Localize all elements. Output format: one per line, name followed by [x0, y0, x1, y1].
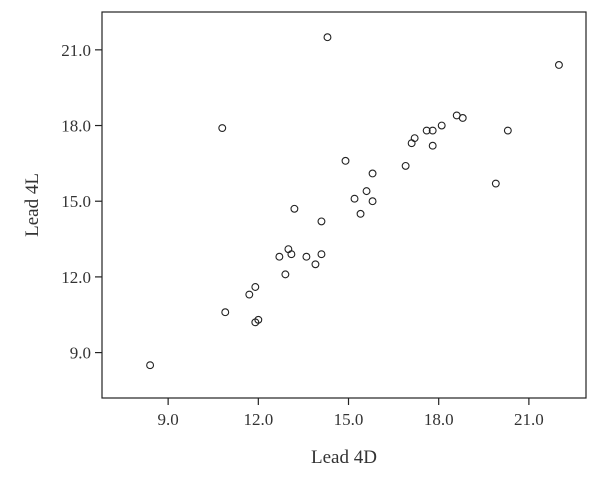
- y-tick-label: 12.0: [61, 268, 91, 287]
- x-tick-label: 9.0: [158, 410, 179, 429]
- data-point: [311, 260, 320, 269]
- x-tick-label: 12.0: [243, 410, 273, 429]
- data-point: [410, 134, 419, 143]
- data-point: [317, 250, 326, 259]
- data-point: [554, 61, 563, 69]
- data-point: [251, 283, 260, 291]
- data-point: [350, 194, 359, 203]
- x-tick-label: 15.0: [334, 410, 364, 429]
- data-point: [341, 156, 350, 165]
- data-point: [491, 179, 500, 188]
- data-point: [146, 361, 155, 370]
- data-point: [221, 308, 230, 317]
- y-axis-label: Lead 4L: [22, 173, 43, 237]
- data-point: [428, 141, 437, 150]
- data-point: [368, 197, 377, 206]
- data-point: [422, 126, 431, 135]
- data-point: [362, 187, 371, 196]
- plot-frame: [101, 11, 587, 399]
- data-point: [281, 270, 290, 279]
- y-tick-label: 21.0: [61, 41, 91, 60]
- data-point: [245, 290, 254, 299]
- data-point: [323, 33, 332, 42]
- x-tick-label: 18.0: [424, 410, 454, 429]
- y-tick-label: 15.0: [61, 192, 91, 211]
- y-tick-label: 18.0: [61, 117, 91, 136]
- data-point: [356, 209, 365, 218]
- data-point: [458, 114, 467, 122]
- data-point: [317, 217, 326, 226]
- x-tick-label: 21.0: [514, 410, 544, 429]
- data-point: [254, 315, 263, 324]
- data-point: [284, 245, 293, 254]
- data-point: [368, 169, 377, 178]
- data-point: [437, 121, 446, 130]
- data-point: [302, 252, 311, 261]
- data-point: [503, 126, 512, 135]
- data-point: [218, 124, 227, 133]
- data-point: [407, 139, 416, 148]
- data-point: [275, 252, 284, 261]
- x-axis: 9.0 12.0 15.0 18.0 21.0: [158, 398, 544, 429]
- data-point: [428, 126, 437, 135]
- y-tick-label: 9.0: [70, 344, 91, 363]
- data-point: [287, 250, 296, 259]
- data-point: [401, 161, 410, 170]
- y-axis: 9.0 12.0 15.0 18.0 21.0: [61, 41, 102, 363]
- data-point: [290, 204, 299, 213]
- x-axis-label: Lead 4D: [311, 447, 377, 468]
- data-points: [146, 33, 563, 370]
